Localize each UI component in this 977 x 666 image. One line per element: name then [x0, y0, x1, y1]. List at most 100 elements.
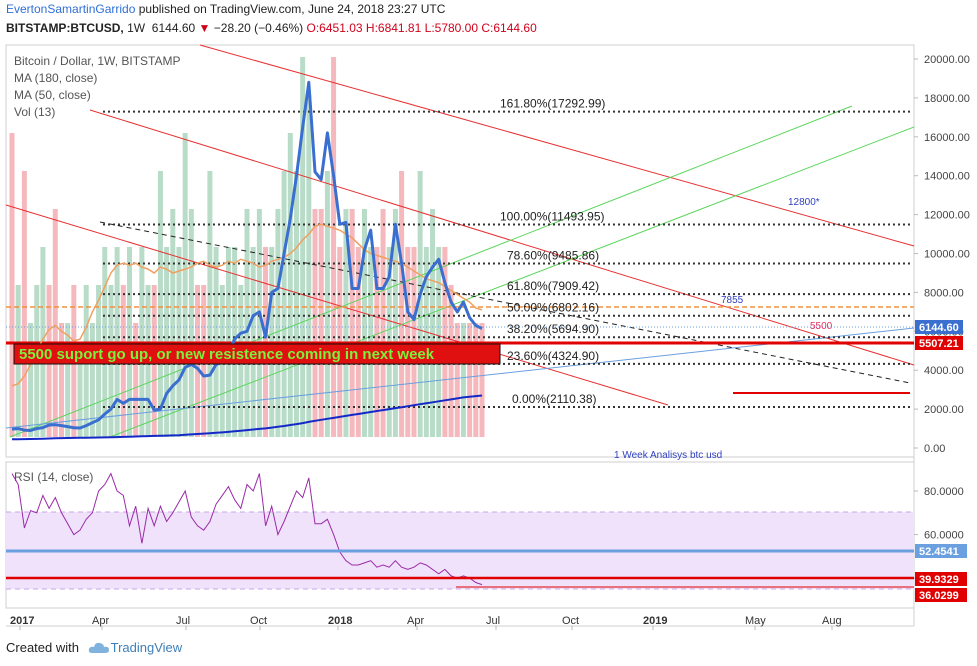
high-value: H:6841.81 [365, 21, 422, 35]
fibonacci-levels: 161.80%(17292.99) 100.00%(11493.95) 78.60%… [103, 97, 910, 408]
volume-bar [293, 171, 299, 437]
label-5500: 5500 [810, 321, 833, 332]
created-with-label: Created with [6, 640, 79, 655]
volume-bar [275, 209, 281, 437]
volume-bar [460, 323, 466, 437]
volume-bar [256, 209, 262, 437]
volume-bars [9, 57, 485, 437]
fib-level-label: 161.80%(17292.99) [500, 97, 605, 111]
y-tick-label: 10000.00 [924, 249, 970, 261]
volume-bar [312, 209, 318, 437]
volume-bar [244, 209, 250, 437]
support-banner-box [13, 343, 501, 365]
open-value: O:6451.03 [306, 21, 363, 35]
volume-bar [281, 171, 287, 437]
support-channel-lower [109, 126, 915, 438]
resistance-channel-lower [5, 204, 669, 406]
legend-ma50: MA (50, close) [14, 88, 91, 102]
legend-vol: Vol (13) [14, 105, 55, 119]
x-tick-label: 2017 [10, 615, 34, 627]
tradingview-brand[interactable]: TradingView [110, 640, 183, 655]
volume-bar [343, 209, 349, 437]
rsi-line [11, 472, 483, 586]
x-axis-ticks: 2017 Apr Jul Oct 2018 Apr Jul Oct 2019 May Aug [10, 615, 842, 630]
rsi-tag-b-text: 39.9329 [919, 574, 959, 586]
x-tick-label: Apr [407, 615, 424, 627]
x-tick-label: Jul [176, 615, 190, 627]
fib-level-label: 61.80%(7909.42) [507, 279, 599, 293]
volume-bar [9, 133, 15, 437]
last-price-tag [915, 320, 963, 334]
volume-bar [349, 209, 355, 437]
x-tick-label: Jul [486, 615, 500, 627]
support-banner-text: 5500 suport go up, or new resistence com… [19, 346, 435, 363]
rsi-tag-b [915, 572, 967, 586]
volume-bar [473, 323, 479, 437]
y-tick-label: 4000.00 [924, 365, 964, 377]
volume-bar [170, 209, 176, 437]
fib-level-label: 100.00%(11493.95) [500, 209, 605, 223]
x-tick-label: 2019 [643, 615, 667, 627]
volume-bar [28, 323, 34, 437]
volume-bar [331, 57, 337, 437]
resistance-channel-top [199, 44, 915, 247]
y-tick-label: 14000.00 [924, 171, 970, 183]
fib-level-label: 50.00%(6802.16) [507, 301, 599, 315]
y-tick-label: 2000.00 [924, 404, 964, 416]
volume-bar [399, 171, 405, 437]
author-link[interactable]: EvertonSamartinGarrido [6, 2, 136, 16]
x-tick-label: Apr [92, 615, 109, 627]
x-tick-label: Oct [562, 615, 579, 627]
legend-title: Bitcoin / Dollar, 1W, BITSTAMP [14, 54, 181, 68]
volume-bar [65, 323, 71, 437]
x-tick-label: Oct [250, 615, 267, 627]
label-7855: 7855 [721, 295, 744, 306]
volume-bar [21, 171, 27, 437]
y-tick-label: 20000.00 [924, 54, 970, 66]
close-value: C:6144.60 [481, 21, 537, 35]
support-price-tag [915, 336, 963, 350]
volume-bar [157, 171, 163, 437]
long-trendline [5, 327, 915, 429]
y-axis-ticks: 0.002000.004000.006000.008000.0010000.00… [914, 54, 970, 455]
x-tick-label: 2018 [328, 615, 352, 627]
volume-bar [362, 209, 367, 437]
timeframe: 1W [127, 21, 146, 35]
price-line [11, 80, 483, 432]
volume-bar [380, 209, 386, 437]
volume-bar [479, 323, 485, 437]
volume-bar [300, 57, 306, 437]
publish-info: EvertonSamartinGarrido published on Trad… [6, 2, 445, 16]
last-price: 6144.60 [151, 21, 196, 35]
volume-bar [207, 171, 213, 437]
volume-bar [52, 209, 58, 437]
volume-bar [318, 209, 324, 437]
rsi-tag-a-text: 52.4541 [919, 546, 959, 558]
down-arrow-icon: ▼ [198, 21, 211, 35]
rsi-tick-label: 80.0000 [924, 486, 964, 498]
volume-bar [324, 171, 330, 437]
volume-bar [306, 95, 312, 437]
volume-bar [467, 323, 473, 437]
y-tick-label: 8000.00 [924, 287, 964, 299]
ma50-line [11, 223, 483, 387]
volume-bar [133, 323, 139, 437]
y-tick-label: 18000.00 [924, 93, 970, 105]
published-text: published on TradingView.com, June 24, 2… [138, 2, 446, 16]
dashed-trendline [99, 221, 911, 384]
volume-bar [454, 323, 460, 437]
y-tick-label: 16000.00 [924, 132, 970, 144]
fib-level-label: 0.00%(2110.38) [512, 392, 597, 406]
volume-bar [89, 323, 95, 437]
footer: Created with TradingView [6, 640, 182, 655]
symbol-bar: BITSTAMP:BTCUSD, 1W 6144.60 ▼ −28.20 (−0… [6, 21, 537, 35]
rsi-tag-c-text: 36.0299 [919, 590, 959, 602]
y-tick-label: 0.00 [924, 443, 945, 455]
volume-bar [77, 361, 83, 437]
low-value: L:5780.00 [424, 21, 479, 35]
y-tick-label: 12000.00 [924, 210, 970, 222]
support-price-tag-text: 5507.21 [919, 338, 959, 350]
fib-level-label: 78.60%(9485.86) [507, 249, 599, 263]
